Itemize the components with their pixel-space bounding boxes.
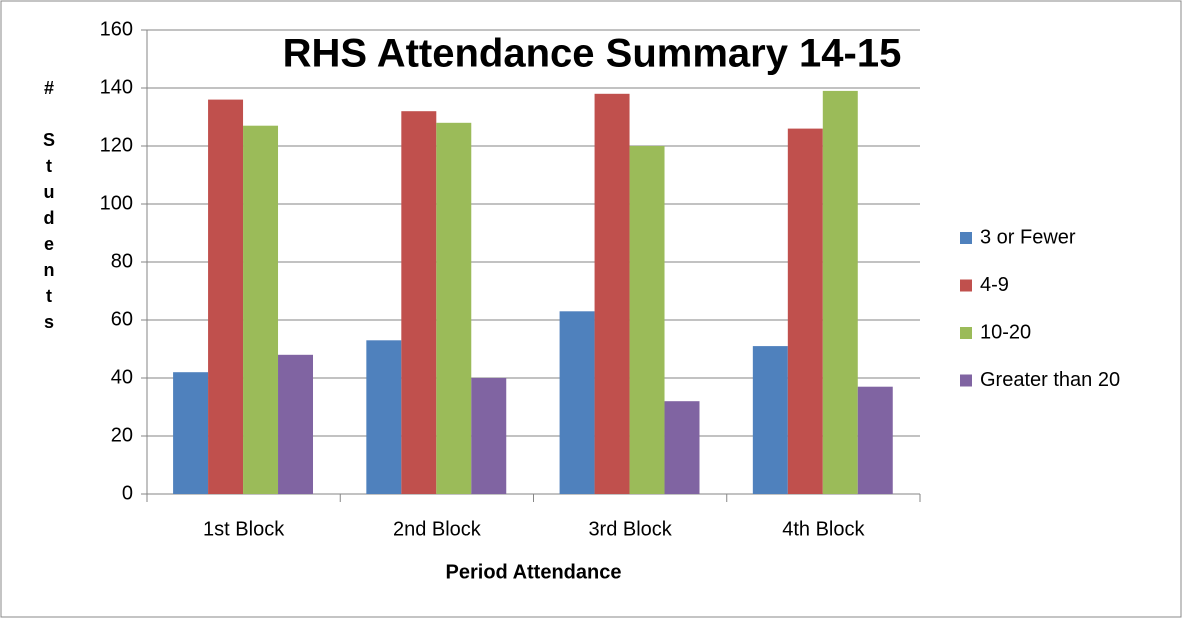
y-tick-label: 20 (111, 424, 133, 446)
bar (857, 386, 893, 494)
x-tick-label: 4th Block (782, 518, 865, 540)
x-tick-label: 2nd Block (393, 518, 482, 540)
legend-swatch (960, 327, 972, 339)
legend-label: Greater than 20 (980, 369, 1120, 391)
bar (822, 90, 858, 495)
y-tick-label: 140 (100, 76, 133, 98)
bar (436, 122, 472, 495)
bar (401, 111, 437, 494)
bar (664, 401, 700, 494)
bar (559, 311, 595, 494)
y-tick-label: 0 (122, 482, 133, 504)
y-axis-label: # Students (39, 78, 59, 338)
legend-swatch (960, 374, 972, 387)
y-tick-label: 120 (100, 134, 133, 156)
bar (594, 93, 630, 495)
legend-swatch (960, 279, 972, 292)
bar (752, 346, 788, 494)
bar (243, 125, 279, 494)
legend-swatch (960, 232, 972, 244)
y-tick-label: 40 (111, 366, 133, 388)
chart-title: RHS Attendance Summary 14-15 (283, 32, 902, 76)
bar (366, 340, 402, 494)
bar (208, 99, 244, 494)
x-tick-label: 1st Block (203, 518, 285, 540)
bar (278, 354, 314, 494)
y-tick-label: 60 (111, 308, 133, 330)
legend-label: 10-20 (980, 321, 1031, 343)
x-axis-label: Period Attendance (446, 561, 622, 583)
legend-label: 4-9 (980, 274, 1009, 296)
y-tick-label: 160 (100, 18, 133, 40)
bar (629, 146, 665, 494)
y-tick-label: 100 (100, 192, 133, 214)
legend-label: 3 or Fewer (980, 226, 1076, 248)
bar (787, 128, 823, 494)
bar (471, 378, 507, 494)
y-tick-label: 80 (111, 250, 133, 272)
bar (173, 372, 209, 494)
x-tick-label: 3rd Block (588, 518, 672, 540)
